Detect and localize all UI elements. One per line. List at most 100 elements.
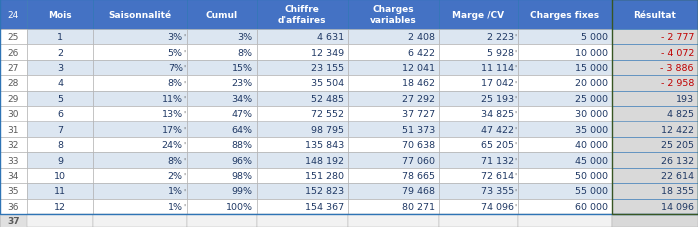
Text: - 2 958: - 2 958 [660,79,694,88]
Bar [518,107,611,122]
Text: 31: 31 [8,125,19,134]
Bar [439,45,518,61]
Bar [94,30,187,45]
Text: 5: 5 [57,94,63,104]
Bar [348,199,439,214]
Bar [257,91,348,107]
Bar [187,137,257,153]
Bar [257,61,348,76]
Text: 9: 9 [57,156,63,165]
Text: 26 132: 26 132 [661,156,694,165]
Text: 18 355: 18 355 [661,187,694,195]
Text: 23 155: 23 155 [311,64,344,73]
Bar [257,214,348,227]
Bar [94,91,187,107]
Bar [94,45,187,61]
Text: - 3 886: - 3 886 [660,64,694,73]
Bar [439,107,518,122]
Text: ': ' [514,126,517,135]
Text: 29: 29 [8,94,19,104]
Bar [611,76,698,91]
Text: 5%: 5% [168,48,183,57]
Bar [611,91,698,107]
Text: ': ' [184,96,186,104]
Bar [94,168,187,183]
Bar [439,168,518,183]
Text: 10 000: 10 000 [574,48,608,57]
Text: Charges
variables: Charges variables [370,5,417,25]
Bar [27,0,94,30]
Bar [27,30,94,45]
Bar [27,91,94,107]
Text: 51 373: 51 373 [401,125,435,134]
Bar [518,153,611,168]
Text: ': ' [514,203,517,212]
Text: 5 928: 5 928 [487,48,514,57]
Text: ': ' [514,34,517,43]
Text: 80 271: 80 271 [402,202,435,211]
Bar [94,61,187,76]
Bar [0,61,27,76]
Text: 3%: 3% [168,33,183,42]
Text: 55 000: 55 000 [574,187,608,195]
Text: ': ' [514,49,517,58]
Bar [348,122,439,137]
Bar [439,183,518,199]
Bar [27,107,94,122]
Bar [94,137,187,153]
Text: - 2 777: - 2 777 [660,33,694,42]
Text: 34%: 34% [232,94,253,104]
Text: 64%: 64% [232,125,253,134]
Text: 28: 28 [8,79,19,88]
Bar [27,76,94,91]
Bar [0,76,27,91]
Text: ': ' [514,111,517,120]
Text: 24: 24 [8,10,19,20]
Text: 26: 26 [8,48,19,57]
Bar [27,153,94,168]
Bar [348,30,439,45]
Bar [0,30,27,45]
Text: 70 638: 70 638 [402,141,435,149]
Text: 25: 25 [8,33,19,42]
Text: 2 223: 2 223 [487,33,514,42]
Text: 11%: 11% [162,94,183,104]
Text: 14 096: 14 096 [661,202,694,211]
Text: 35 000: 35 000 [574,125,608,134]
Text: ': ' [184,111,186,120]
Bar [0,168,27,183]
Text: 98 795: 98 795 [311,125,344,134]
Text: 37 727: 37 727 [402,110,435,119]
Text: 4 631: 4 631 [317,33,344,42]
Bar [187,153,257,168]
Bar [348,45,439,61]
Text: 13%: 13% [162,110,183,119]
Bar [187,168,257,183]
Text: ': ' [514,188,517,197]
Bar [94,107,187,122]
Text: 2%: 2% [168,171,183,180]
Text: 79 468: 79 468 [402,187,435,195]
Bar [611,61,698,76]
Text: 30 000: 30 000 [574,110,608,119]
Text: ': ' [184,203,186,212]
Bar [94,0,187,30]
Text: 11: 11 [54,187,66,195]
Text: 18 462: 18 462 [402,79,435,88]
Text: 2 408: 2 408 [408,33,435,42]
Bar [257,137,348,153]
Text: 3: 3 [57,64,64,73]
Bar [611,45,698,61]
Text: 1%: 1% [168,187,183,195]
Bar [611,0,698,214]
Text: 22 614: 22 614 [661,171,694,180]
Bar [257,76,348,91]
Bar [611,122,698,137]
Text: 72 614: 72 614 [481,171,514,180]
Text: 74 096: 74 096 [481,202,514,211]
Text: 4: 4 [57,79,63,88]
Text: 35 504: 35 504 [311,79,344,88]
Text: ': ' [184,141,186,151]
Text: 6 422: 6 422 [408,48,435,57]
Bar [257,168,348,183]
